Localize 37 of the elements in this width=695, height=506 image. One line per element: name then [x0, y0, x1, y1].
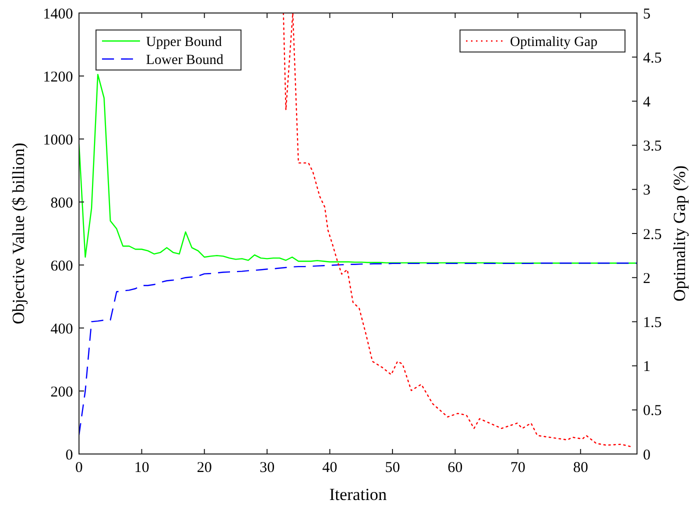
legend-label: Optimality Gap: [510, 34, 598, 50]
y2-tick-label: 2.5: [643, 226, 662, 243]
line-series: [79, 74, 637, 264]
y-tick-label: 1400: [43, 6, 73, 22]
y-tick-label: 800: [50, 195, 73, 212]
y2-tick-label: 0.5: [643, 403, 662, 420]
y2-axis-title: Optimality Gap (%): [670, 166, 689, 302]
x-tick-label: 20: [196, 460, 212, 476]
line-series: [282, 13, 633, 448]
y2-tick-label: 3.5: [643, 138, 662, 155]
y2-tick-label: 2: [643, 270, 650, 287]
y-tick-label: 400: [50, 321, 73, 338]
x-tick-label: 10: [134, 460, 150, 476]
y-tick-label: 0: [66, 447, 73, 464]
x-tick-label: 80: [573, 460, 588, 476]
y-axis-title: Objective Value ($ billion): [9, 142, 28, 324]
x-tick-label: 40: [322, 460, 338, 476]
legend-label: Lower Bound: [146, 52, 224, 68]
y2-tick-label: 5: [643, 6, 650, 22]
x-tick-label: 70: [510, 460, 526, 476]
y-tick-label: 1200: [43, 69, 73, 86]
y-tick-label: 1000: [43, 132, 73, 148]
y2-tick-label: 1.5: [643, 314, 662, 331]
x-tick-label: 50: [384, 460, 400, 476]
x-tick-label: 30: [260, 460, 275, 476]
y2-tick-label: 4: [643, 94, 651, 110]
y2-tick-label: 1: [643, 359, 650, 376]
y2-tick-label: 0: [643, 447, 650, 464]
line-series: [79, 262, 637, 436]
y-tick-label: 200: [50, 384, 73, 400]
x-axis-title: Iteration: [329, 485, 388, 504]
x-tick-label: 0: [75, 460, 83, 476]
y2-tick-label: 3: [643, 182, 650, 199]
x-tick-label: 60: [448, 460, 463, 476]
y2-tick-label: 4.5: [643, 50, 662, 66]
legend-label: Upper Bound: [146, 34, 222, 50]
y-tick-label: 600: [50, 258, 73, 274]
